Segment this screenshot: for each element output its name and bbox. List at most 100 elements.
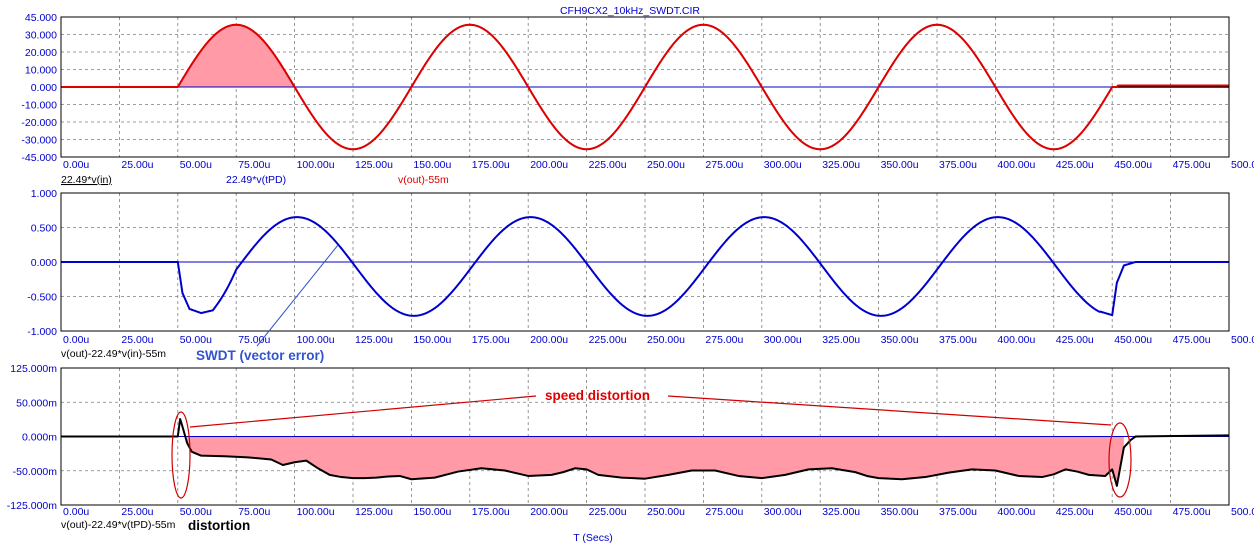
x-tick-label: 275.00u — [705, 159, 743, 171]
x-tick-label: 300.00u — [764, 334, 802, 346]
x-tick-label: 75.00u — [238, 159, 270, 171]
x-tick-label: 450.00u — [1114, 159, 1152, 171]
x-tick-label: 225.00u — [589, 334, 627, 346]
first-lobe-fill — [177, 24, 295, 88]
x-tick-label: 225.00u — [589, 506, 627, 518]
y-tick-label: -20.000 — [21, 117, 57, 129]
x-tick-label: 0.00u — [63, 159, 89, 171]
x-tick-label: 200.00u — [530, 506, 568, 518]
x-tick-label: 300.00u — [764, 506, 802, 518]
x-tick-label: 175.00u — [472, 506, 510, 518]
x-tick-label: 50.00u — [180, 159, 212, 171]
x-tick-label: 50.00u — [180, 334, 212, 346]
x-tick-label: 250.00u — [647, 334, 685, 346]
distortion-fill — [187, 436, 1124, 486]
swdt-annotation: SWDT (vector error) — [196, 348, 324, 363]
x-tick-label: 500.00u — [1231, 334, 1254, 346]
x-tick-label: 400.00u — [997, 159, 1035, 171]
swdt-annotation-pointer — [256, 244, 339, 347]
x-tick-label: 250.00u — [647, 506, 685, 518]
x-tick-label: 175.00u — [472, 334, 510, 346]
x-tick-label: 325.00u — [822, 506, 860, 518]
x-tick-label: 150.00u — [413, 334, 451, 346]
x-tick-label: 275.00u — [705, 334, 743, 346]
x-tick-label: 125.00u — [355, 334, 393, 346]
y-tick-label: 1.000 — [31, 188, 57, 200]
trace-out — [61, 23, 1229, 151]
y-tick-label: 45.000 — [25, 12, 57, 24]
start-distortion-ellipse — [171, 411, 191, 499]
x-tick-label: 425.00u — [1056, 159, 1094, 171]
x-tick-label: 100.00u — [297, 334, 335, 346]
plot-frame-bottom — [60, 367, 1230, 506]
plot-frame-middle — [60, 192, 1230, 332]
chart-title: CFH9CX2_10kHz_SWDT.CIR — [560, 5, 700, 17]
x-tick-label: 0.00u — [63, 506, 89, 518]
x-tick-label: 125.00u — [355, 506, 393, 518]
x-tick-label: 450.00u — [1114, 506, 1152, 518]
x-tick-label: 425.00u — [1056, 334, 1094, 346]
trace-vector-error — [61, 216, 1229, 317]
x-tick-label: 25.00u — [121, 506, 153, 518]
x-tick-label: 250.00u — [647, 159, 685, 171]
speed-pointer-right — [667, 395, 1112, 426]
x-tick-label: 475.00u — [1173, 506, 1211, 518]
top-label-out: v(out)-55m — [398, 174, 449, 186]
y-tick-label: -1.000 — [27, 326, 57, 338]
trace-layer — [61, 23, 1230, 487]
y-tick-label: 50.000m — [16, 397, 57, 409]
y-tick-label: 10.000 — [25, 65, 57, 77]
speed-pointer-left — [189, 395, 537, 428]
x-tick-label: 325.00u — [822, 159, 860, 171]
x-tick-label: 75.00u — [238, 506, 270, 518]
distortion-annotation: distortion — [188, 518, 250, 533]
plot-frame-top — [60, 16, 1230, 158]
x-tick-label: 100.00u — [297, 159, 335, 171]
end-distortion-ellipse — [1108, 422, 1132, 498]
x-tick-label: 225.00u — [589, 159, 627, 171]
x-tick-label: 125.00u — [355, 159, 393, 171]
y-tick-label: 0.000 — [31, 257, 57, 269]
y-tick-label: -30.000 — [21, 135, 57, 147]
y-tick-label: -125.000m — [7, 500, 57, 512]
y-tick-label: -0.500 — [27, 292, 57, 304]
x-axis-title: T (Secs) — [573, 532, 612, 544]
x-tick-label: 325.00u — [822, 334, 860, 346]
y-tick-label: -50.000m — [13, 466, 58, 478]
bottom-label-expr: v(out)-22.49*v(tPD)-55m — [61, 519, 176, 531]
x-tick-label: 500.00u — [1231, 506, 1254, 518]
x-tick-label: 375.00u — [939, 159, 977, 171]
y-tick-label: 30.000 — [25, 30, 57, 42]
x-tick-label: 200.00u — [530, 334, 568, 346]
x-tick-label: 450.00u — [1114, 334, 1152, 346]
x-tick-label: 100.00u — [297, 506, 335, 518]
y-tick-labels: 45.000 30.000 20.000 10.000 0.000 -10.000 -20.… — [7, 12, 57, 512]
y-tick-label: 20.000 — [25, 47, 57, 59]
x-tick-label: 175.00u — [472, 159, 510, 171]
x-tick-label: 150.00u — [413, 159, 451, 171]
y-tick-label: -10.000 — [21, 100, 57, 112]
middle-label-expr: v(out)-22.49*v(in)-55m — [61, 348, 166, 360]
x-tick-label: 475.00u — [1173, 334, 1211, 346]
x-tick-label: 275.00u — [705, 506, 743, 518]
x-tick-label: 0.00u — [63, 334, 89, 346]
x-tick-label: 350.00u — [881, 506, 919, 518]
grid-layer — [61, 17, 1229, 505]
x-tick-label: 25.00u — [121, 159, 153, 171]
x-tick-label: 25.00u — [121, 334, 153, 346]
x-tick-label: 300.00u — [764, 159, 802, 171]
x-tick-label: 375.00u — [939, 506, 977, 518]
x-tick-label: 350.00u — [881, 159, 919, 171]
x-tick-label: 350.00u — [881, 334, 919, 346]
x-tick-label: 475.00u — [1173, 159, 1211, 171]
y-tick-label: 0.000m — [22, 432, 57, 444]
y-tick-label: 0.500 — [31, 223, 57, 235]
x-tick-label: 75.00u — [238, 334, 270, 346]
y-tick-label: -45.000 — [21, 152, 57, 164]
x-tick-label: 425.00u — [1056, 506, 1094, 518]
x-tick-label: 375.00u — [939, 334, 977, 346]
trace-distortion — [61, 417, 1230, 487]
y-tick-label: 125.000m — [10, 363, 57, 375]
x-tick-label: 200.00u — [530, 159, 568, 171]
